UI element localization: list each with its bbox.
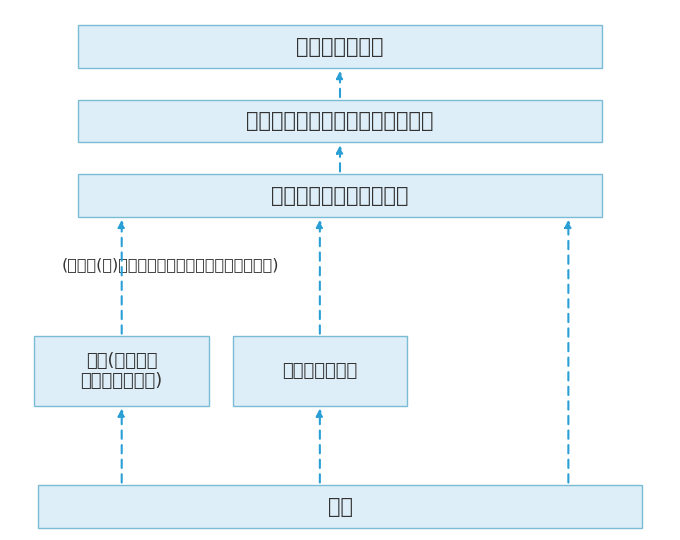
Text: 短大、専門学校: 短大、専門学校 xyxy=(282,362,358,380)
FancyBboxPatch shape xyxy=(38,485,642,528)
Text: 土地家屋調査士: 土地家屋調査士 xyxy=(296,37,384,57)
FancyBboxPatch shape xyxy=(78,25,602,68)
FancyBboxPatch shape xyxy=(233,336,407,406)
FancyBboxPatch shape xyxy=(78,174,602,217)
Text: 土地家屋調査士国家試験: 土地家屋調査士国家試験 xyxy=(271,186,409,206)
FancyBboxPatch shape xyxy=(35,336,209,406)
Text: (測量士(補)、一・二級建築士は試験の一部免除): (測量士(補)、一・二級建築士は試験の一部免除) xyxy=(61,257,279,272)
Text: 大学(法学系、
工学系学部など): 大学(法学系、 工学系学部など) xyxy=(81,352,163,390)
FancyBboxPatch shape xyxy=(78,100,602,143)
Text: 日本土地家屋調査士会連合会登録: 日本土地家屋調査士会連合会登録 xyxy=(246,111,434,131)
Text: 高校: 高校 xyxy=(328,497,352,517)
